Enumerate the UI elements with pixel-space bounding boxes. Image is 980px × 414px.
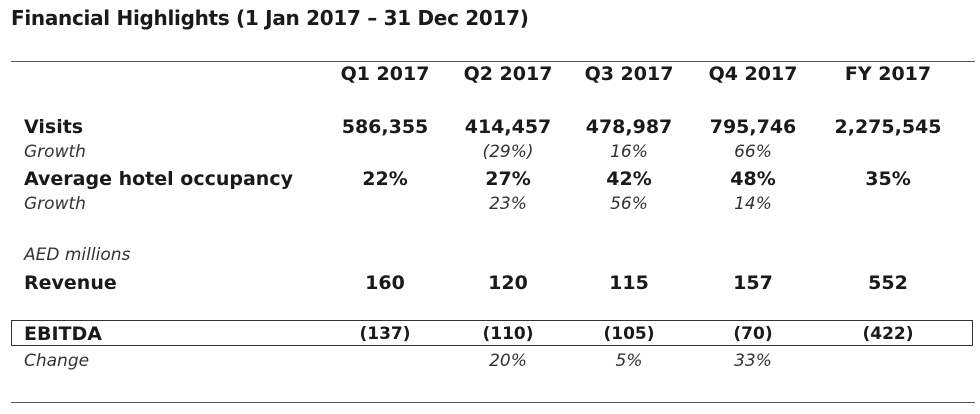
occupancy-q4: 48% [730,168,776,190]
occupancy-q2: 27% [485,168,531,190]
ebitda-fy: (422) [862,324,914,344]
row-label-revenue: Revenue [24,272,117,294]
top-rule [11,61,975,62]
visits-growth-q4: 66% [734,142,772,162]
ebitda-q4: (70) [733,324,773,344]
visits-q4: 795,746 [709,116,797,138]
visits-q2: 414,457 [464,116,552,138]
ebitda-change-q3: 5% [615,351,643,371]
col-header-q4: Q4 2017 [708,63,798,85]
ebitda-q3: (105) [603,324,655,344]
revenue-q4: 157 [733,272,773,294]
col-header-q2: Q2 2017 [463,63,553,85]
ebitda-change-q4: 33% [734,351,772,371]
row-label-ebitda: EBITDA [24,323,102,345]
ebitda-q2: (110) [482,324,534,344]
revenue-fy: 552 [868,272,908,294]
col-header-fy: FY 2017 [844,63,932,85]
visits-growth-q3: 16% [610,142,648,162]
occupancy-growth-q4: 14% [734,194,772,214]
row-label-occupancy: Average hotel occupancy [24,168,293,190]
col-header-q1: Q1 2017 [340,63,430,85]
bottom-rule [11,402,975,403]
occupancy-growth-q2: 23% [489,194,527,214]
table-title: Financial Highlights (1 Jan 2017 – 31 De… [11,6,529,30]
row-label-visits: Visits [24,116,84,138]
occupancy-fy: 35% [865,168,911,190]
occupancy-growth-q3: 56% [610,194,648,214]
revenue-q3: 115 [609,272,649,294]
revenue-q2: 120 [488,272,528,294]
visits-q1: 586,355 [341,116,429,138]
col-header-q3: Q3 2017 [584,63,674,85]
occupancy-q1: 22% [362,168,408,190]
row-label-ebitda-change: Change [24,351,90,371]
units-label: AED millions [24,245,131,265]
visits-fy: 2,275,545 [834,116,942,138]
revenue-q1: 160 [365,272,405,294]
visits-growth-q2: (29%) [482,142,534,162]
ebitda-q1: (137) [359,324,411,344]
ebitda-row-box [11,320,973,346]
row-label-visits-growth: Growth [24,142,86,162]
occupancy-q3: 42% [606,168,652,190]
visits-q3: 478,987 [585,116,673,138]
ebitda-change-q2: 20% [489,351,527,371]
row-label-occupancy-growth: Growth [24,194,86,214]
